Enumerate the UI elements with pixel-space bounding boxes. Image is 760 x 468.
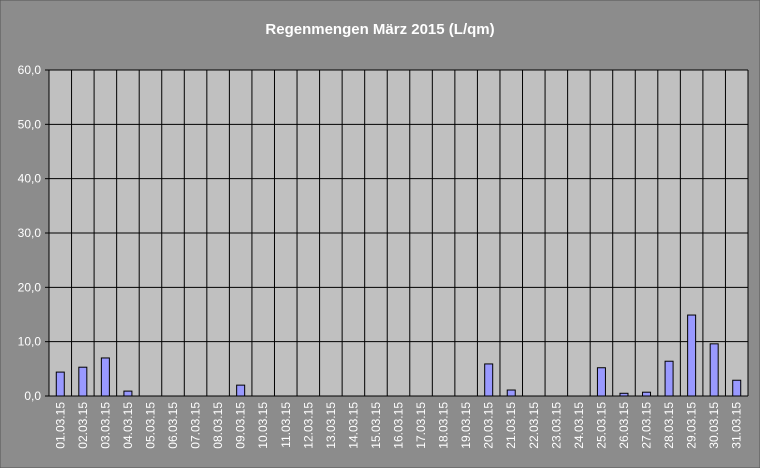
bar xyxy=(78,366,88,397)
x-tick-label: 03.03.15 xyxy=(98,402,112,449)
bar xyxy=(100,357,110,397)
x-tick-label: 13.03.15 xyxy=(324,402,338,449)
bar xyxy=(687,314,697,397)
x-tick-label: 18.03.15 xyxy=(437,402,451,449)
bar xyxy=(55,371,65,397)
x-tick-label: 05.03.15 xyxy=(143,402,157,449)
x-tick-label: 16.03.15 xyxy=(392,402,406,449)
y-tick-label: 50,0 xyxy=(18,117,42,131)
y-tick-label: 10,0 xyxy=(18,335,42,349)
bar xyxy=(484,363,494,397)
x-tick-label: 31.03.15 xyxy=(730,402,744,449)
x-tick-label: 23.03.15 xyxy=(549,402,563,449)
x-tick-label: 15.03.15 xyxy=(369,402,383,449)
y-tick-label: 30,0 xyxy=(18,226,42,240)
x-tick-label: 08.03.15 xyxy=(211,402,225,449)
x-tick-label: 22.03.15 xyxy=(527,402,541,449)
x-tick-label: 07.03.15 xyxy=(189,402,203,449)
bar xyxy=(732,379,742,397)
x-tick-label: 01.03.15 xyxy=(53,402,67,449)
bar xyxy=(664,360,674,397)
x-tick-label: 21.03.15 xyxy=(504,402,518,449)
y-tick-label: 40,0 xyxy=(18,172,42,186)
y-tick-label: 20,0 xyxy=(18,280,42,294)
y-tick-label: 60,0 xyxy=(18,63,42,77)
x-tick-label: 12.03.15 xyxy=(301,402,315,449)
x-tick-label: 29.03.15 xyxy=(685,402,699,449)
bar xyxy=(596,367,606,397)
x-tick-label: 19.03.15 xyxy=(459,402,473,449)
x-tick-label: 11.03.15 xyxy=(279,402,293,448)
x-tick-label: 30.03.15 xyxy=(707,402,721,449)
x-tick-label: 10.03.15 xyxy=(256,402,270,449)
y-tick-label: 0,0 xyxy=(24,389,41,403)
bar xyxy=(236,384,246,397)
chart-title: Regenmengen März 2015 (L/qm) xyxy=(265,21,494,38)
x-tick-label: 04.03.15 xyxy=(121,402,135,449)
bar xyxy=(506,389,516,397)
bar xyxy=(123,390,133,397)
x-tick-label: 17.03.15 xyxy=(414,402,428,449)
x-tick-label: 20.03.15 xyxy=(482,402,496,449)
bar xyxy=(642,391,652,397)
x-tick-label: 09.03.15 xyxy=(234,402,248,449)
x-tick-label: 28.03.15 xyxy=(662,402,676,449)
x-tick-label: 26.03.15 xyxy=(617,402,631,449)
x-tick-label: 25.03.15 xyxy=(594,402,608,449)
x-tick-label: 06.03.15 xyxy=(166,402,180,449)
bar xyxy=(619,392,629,397)
bar xyxy=(709,343,719,397)
x-tick-label: 27.03.15 xyxy=(640,402,654,449)
x-tick-label: 02.03.15 xyxy=(76,402,90,449)
x-tick-label: 24.03.15 xyxy=(572,402,586,449)
x-tick-label: 14.03.15 xyxy=(346,402,360,449)
